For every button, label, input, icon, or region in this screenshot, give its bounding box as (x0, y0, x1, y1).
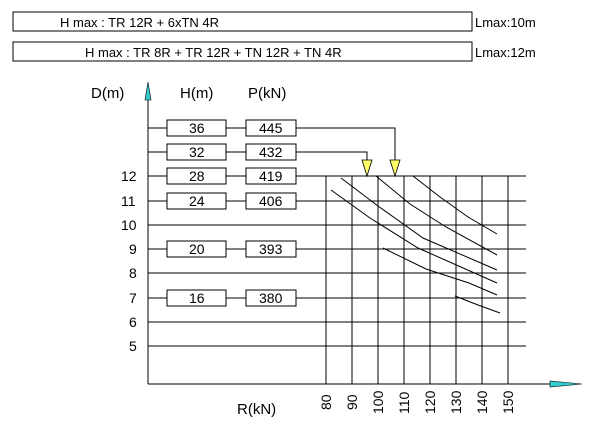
p-value-419: 419 (259, 168, 283, 184)
p-box-393 (245, 240, 297, 258)
p-box-419 (245, 167, 297, 185)
hp-values: 36 445 32 432 28 419 24 406 20 393 16 38… (189, 120, 283, 306)
r-tick-110: 110 (396, 391, 412, 414)
p-value-406: 406 (259, 193, 283, 209)
marker-32-arrow-icon (361, 159, 373, 178)
d-tick-7: 7 (129, 290, 137, 306)
h-value-16: 16 (189, 290, 205, 306)
x-axis-arrow-icon (549, 380, 583, 388)
marker-36-arrow-icon (389, 159, 401, 178)
d-grid (148, 175, 526, 347)
curve-32 (375, 175, 498, 256)
curve-28 (340, 177, 498, 271)
d-tick-12: 12 (121, 168, 137, 184)
d-tick-6: 6 (129, 314, 137, 330)
h-box-16 (166, 289, 227, 307)
leader-lines (296, 127, 396, 160)
p-value-380: 380 (259, 290, 283, 306)
header-row-2-box (12, 41, 473, 62)
p-box-380 (245, 289, 297, 307)
d-tick-9: 9 (129, 241, 137, 257)
header-config-2: H max : TR 8R + TR 12R + TN 12R + TN 4R (85, 45, 342, 60)
curve-20 (382, 247, 498, 296)
h-value-20: 20 (189, 241, 205, 257)
h-value-36: 36 (189, 120, 205, 136)
capacity-curves (330, 175, 501, 314)
d-tick-11: 11 (121, 193, 136, 209)
r-tick-labels: 80 90 100 110 120 130 140 150 (318, 390, 516, 414)
p-value-445: 445 (259, 120, 283, 136)
r-tick-120: 120 (422, 390, 438, 414)
p-value-393: 393 (259, 241, 283, 257)
h-box-24 (166, 192, 227, 210)
h-value-28: 28 (189, 168, 205, 184)
p-box-406 (245, 192, 297, 210)
y-axis-label: D(m) (91, 85, 124, 102)
h-box-20 (166, 240, 227, 258)
header-config-1: H max : TR 12R + 6xTN 4R (60, 15, 219, 30)
x-axis-label: R(kN) (237, 401, 276, 418)
r-tick-80: 80 (318, 394, 334, 410)
hp-table (148, 119, 297, 307)
x-axis (148, 380, 583, 388)
d-tick-10: 10 (121, 217, 137, 233)
header-table: H max : TR 12R + 6xTN 4R Lmax:10m H max … (12, 11, 536, 62)
h-column-label: H(m) (180, 85, 213, 102)
h-value-24: 24 (189, 193, 205, 209)
curve-24 (330, 189, 498, 284)
h-value-32: 32 (189, 144, 205, 160)
r-tick-90: 90 (344, 394, 360, 410)
curve-36 (412, 175, 498, 235)
y-axis-arrow-icon (144, 81, 152, 101)
r-tick-100: 100 (370, 390, 386, 414)
y-axis (144, 81, 152, 384)
r-grid (325, 176, 509, 384)
header-lmax-1: Lmax:10m (475, 15, 536, 30)
p-value-432: 432 (259, 144, 283, 160)
d-tick-labels: 12 11 10 9 8 7 6 5 (121, 168, 137, 354)
d-tick-5: 5 (129, 338, 137, 354)
r-tick-150: 150 (500, 390, 516, 414)
p-column-label: P(kN) (248, 85, 286, 102)
r-tick-140: 140 (474, 390, 490, 414)
curve-16 (454, 295, 501, 314)
d-tick-8: 8 (129, 265, 137, 281)
h-box-28 (166, 167, 227, 185)
header-lmax-2: Lmax:12m (475, 45, 536, 60)
r-tick-130: 130 (448, 390, 464, 414)
